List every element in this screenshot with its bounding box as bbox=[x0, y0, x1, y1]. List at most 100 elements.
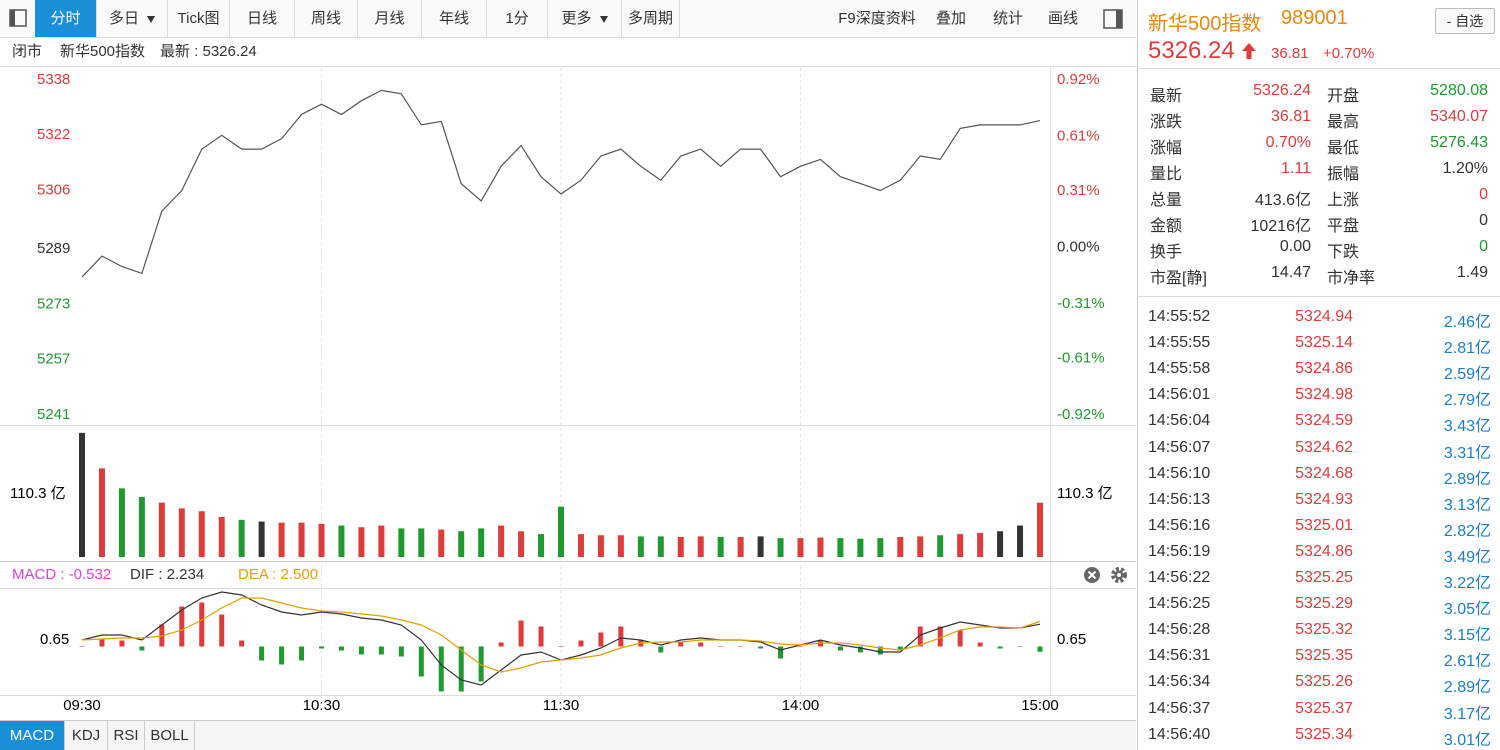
trade-time: 14:56:07 bbox=[1148, 438, 1211, 456]
toolbar-tab[interactable]: 日线 bbox=[230, 0, 295, 37]
toolbar-tab[interactable]: 多日 bbox=[97, 0, 168, 37]
trade-time: 14:56:28 bbox=[1148, 621, 1211, 639]
settings-icon[interactable] bbox=[1110, 566, 1128, 584]
indicator-tab[interactable]: BOLL bbox=[145, 721, 195, 750]
toolbar-tool[interactable]: 统计 bbox=[992, 10, 1023, 27]
volume-bar bbox=[458, 531, 465, 557]
trade-volume: 2.61亿 bbox=[1443, 653, 1491, 671]
toolbar-tab[interactable]: 1分 bbox=[487, 0, 548, 37]
y2-tick-label: 0.31% bbox=[1057, 182, 1100, 199]
volume-bar bbox=[178, 508, 185, 557]
panel-toggle-icon[interactable] bbox=[1103, 9, 1123, 29]
quote-value: 0 bbox=[1479, 186, 1488, 203]
macd-bar bbox=[897, 646, 903, 651]
toolbar-tool[interactable]: F9深度资料 bbox=[838, 10, 916, 27]
watchlist-button[interactable]: - 自选 bbox=[1435, 8, 1495, 34]
toolbar-tab[interactable]: 月线 bbox=[358, 0, 422, 37]
y2-tick-label: -0.61% bbox=[1057, 350, 1105, 367]
volume-bar bbox=[677, 536, 684, 557]
trade-time: 14:56:22 bbox=[1148, 569, 1211, 586]
trade-volume: 3.22亿 bbox=[1443, 575, 1491, 592]
volume-bar bbox=[258, 521, 265, 557]
macd-bar bbox=[239, 640, 245, 647]
trade-price: 5324.98 bbox=[1295, 386, 1353, 404]
toolbar-tab[interactable]: 更多 bbox=[548, 0, 622, 37]
macd-bar bbox=[1037, 646, 1043, 652]
indicator-tab[interactable]: KDJ bbox=[65, 721, 108, 750]
quote-value: 10216亿 bbox=[1250, 218, 1312, 235]
quote-value: 0 bbox=[1479, 212, 1488, 229]
close-icon[interactable] bbox=[1083, 566, 1101, 584]
quote-label: 最高 bbox=[1327, 114, 1360, 131]
macd-bar bbox=[738, 646, 744, 647]
trade-price: 5325.34 bbox=[1295, 725, 1353, 743]
toolbar-tab[interactable]: 分时 bbox=[35, 0, 97, 37]
macd-bar bbox=[338, 646, 344, 651]
volume-bar bbox=[538, 534, 545, 557]
macd-bar bbox=[857, 646, 863, 653]
macd-bar bbox=[199, 602, 205, 647]
trade-price: 5325.26 bbox=[1295, 673, 1353, 691]
macd-bar bbox=[358, 646, 364, 655]
tab-label: 月线 bbox=[374, 10, 405, 27]
macd-bar bbox=[458, 646, 464, 692]
y-tick-label: 5273 bbox=[37, 295, 70, 312]
volume-bar bbox=[558, 506, 564, 557]
macd-bar bbox=[798, 646, 803, 647]
quote-value: 0.70% bbox=[1265, 134, 1311, 151]
volume-bar bbox=[398, 528, 405, 557]
trade-price: 5324.94 bbox=[1295, 308, 1353, 325]
trade-volume: 3.13亿 bbox=[1443, 496, 1491, 514]
quote-label: 量比 bbox=[1150, 166, 1183, 183]
quote-value: 5280.08 bbox=[1430, 82, 1488, 99]
trade-price: 5324.68 bbox=[1295, 464, 1353, 482]
tab-label: 周线 bbox=[310, 10, 341, 27]
toolbar-tool[interactable]: 叠加 bbox=[935, 10, 966, 27]
trade-time: 14:56:34 bbox=[1148, 673, 1211, 691]
trade-time: 14:56:25 bbox=[1148, 595, 1211, 613]
tab-label: 1分 bbox=[505, 10, 529, 27]
quote-label: 总量 bbox=[1150, 192, 1183, 209]
toolbar: 分时 多日 Tick图 日线 周线 月线 年线 1分 更多 多周期 F9深度资料 叠加 统计 画线 bbox=[0, 0, 1136, 38]
macd-bar bbox=[538, 626, 544, 647]
macd-bar bbox=[758, 646, 764, 649]
indicator-tab[interactable]: RSI bbox=[108, 721, 145, 750]
y-tick-label: 5306 bbox=[37, 181, 70, 198]
toolbar-tab[interactable]: 年线 bbox=[422, 0, 487, 37]
trade-price: 5324.86 bbox=[1295, 360, 1353, 378]
quote-label: 振幅 bbox=[1327, 166, 1360, 183]
quote-label: 市盈[静] bbox=[1150, 270, 1207, 287]
toolbar-tab[interactable]: Tick图 bbox=[168, 0, 230, 37]
macd-bar bbox=[718, 646, 724, 647]
trade-volume: 2.59亿 bbox=[1443, 366, 1491, 384]
price: 5326.24 bbox=[1148, 37, 1235, 64]
trade-price: 5325.14 bbox=[1295, 334, 1353, 352]
quote-label: 市净率 bbox=[1327, 270, 1376, 287]
status-latest: 最新 : 5326.24 bbox=[160, 43, 257, 60]
volume-bar bbox=[478, 528, 485, 557]
toolbar-tab[interactable]: 周线 bbox=[295, 0, 358, 37]
macd-bar bbox=[438, 646, 444, 692]
volume-bar bbox=[937, 535, 944, 557]
quote-label: 上涨 bbox=[1327, 192, 1360, 209]
chart-bg bbox=[0, 0, 1136, 750]
tab-label: Tick图 bbox=[177, 10, 220, 27]
panel-toggle-icon[interactable] bbox=[9, 9, 27, 27]
indicator-value: MACD : -0.532 bbox=[12, 566, 112, 583]
y2-tick-label: -0.31% bbox=[1057, 295, 1105, 312]
volume-bar bbox=[138, 496, 145, 557]
dropdown-caret bbox=[599, 15, 608, 23]
toolbar-tab[interactable]: 多周期 bbox=[622, 0, 680, 37]
quote-label: 换手 bbox=[1150, 244, 1183, 261]
volume-bar bbox=[79, 432, 85, 557]
volume-bar bbox=[238, 519, 245, 557]
macd-bar bbox=[99, 638, 105, 647]
indicator-tab[interactable]: MACD bbox=[0, 721, 65, 750]
x-tick-label: 14:00 bbox=[782, 697, 820, 714]
quote-label: 开盘 bbox=[1327, 88, 1360, 105]
toolbar-tool[interactable]: 画线 bbox=[1047, 10, 1078, 27]
y-tick-label: 5338 bbox=[37, 71, 70, 88]
x-tick-label: 11:30 bbox=[543, 697, 579, 714]
index-code: 989001 bbox=[1281, 7, 1348, 29]
